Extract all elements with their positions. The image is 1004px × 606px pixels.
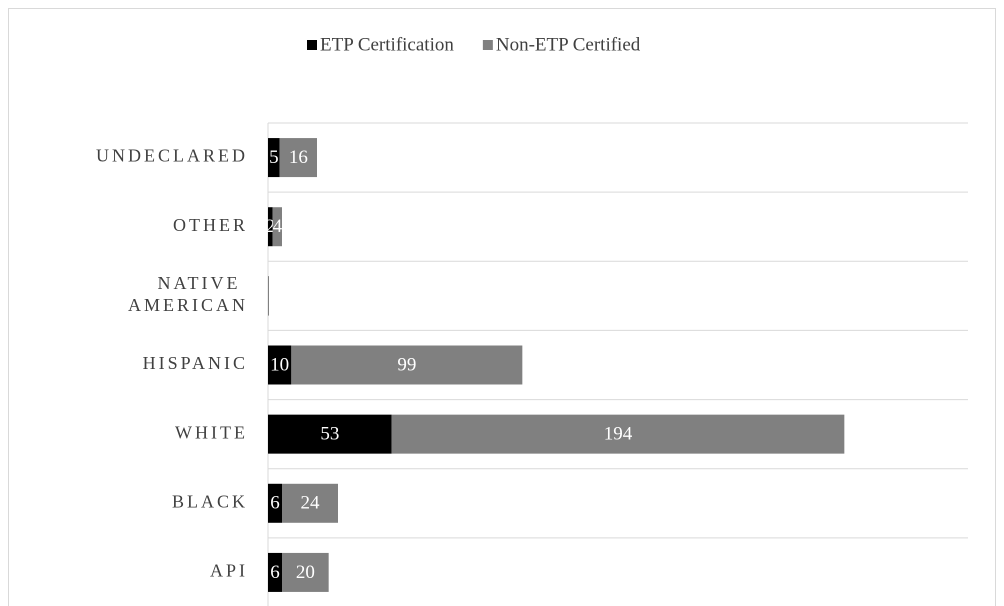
legend-swatch bbox=[482, 40, 493, 50]
bar bbox=[268, 483, 282, 523]
data-label: 6 bbox=[270, 562, 280, 583]
data-label: 99 bbox=[397, 354, 416, 375]
bar bbox=[268, 207, 273, 247]
chart-border bbox=[8, 8, 996, 606]
data-label: 2 bbox=[266, 216, 276, 237]
bar bbox=[282, 552, 329, 592]
data-label: 194 bbox=[604, 424, 633, 445]
y-tick-label: NATIVE AMERICAN bbox=[128, 273, 248, 315]
bar bbox=[279, 138, 317, 178]
data-label: 53 bbox=[320, 424, 339, 445]
y-tick-label: UNDECLARED bbox=[96, 146, 248, 166]
data-label: 16 bbox=[289, 147, 308, 168]
data-label: 24 bbox=[301, 493, 321, 514]
data-label: 6 bbox=[270, 493, 280, 514]
bar bbox=[268, 414, 392, 454]
legend-label: Non-ETP Certified bbox=[496, 34, 641, 55]
data-label: 20 bbox=[296, 562, 315, 583]
bar bbox=[268, 552, 282, 592]
bar bbox=[391, 414, 845, 454]
data-label: 4 bbox=[273, 216, 283, 237]
data-label: 5 bbox=[269, 147, 279, 168]
bar bbox=[272, 207, 282, 247]
y-tick-label: HISPANIC bbox=[143, 353, 248, 373]
bar bbox=[291, 345, 523, 385]
bar bbox=[268, 345, 292, 385]
y-tick-label: OTHER bbox=[173, 215, 248, 235]
bar bbox=[268, 276, 269, 316]
y-tick-label: WHITE bbox=[175, 422, 248, 442]
data-label: 10 bbox=[270, 354, 289, 375]
bar bbox=[268, 138, 280, 178]
legend-swatch bbox=[307, 40, 317, 50]
legend-label: ETP Certification bbox=[320, 34, 454, 55]
y-tick-label: API bbox=[210, 561, 248, 581]
y-tick-label: BLACK bbox=[172, 491, 248, 511]
bar bbox=[282, 483, 338, 523]
